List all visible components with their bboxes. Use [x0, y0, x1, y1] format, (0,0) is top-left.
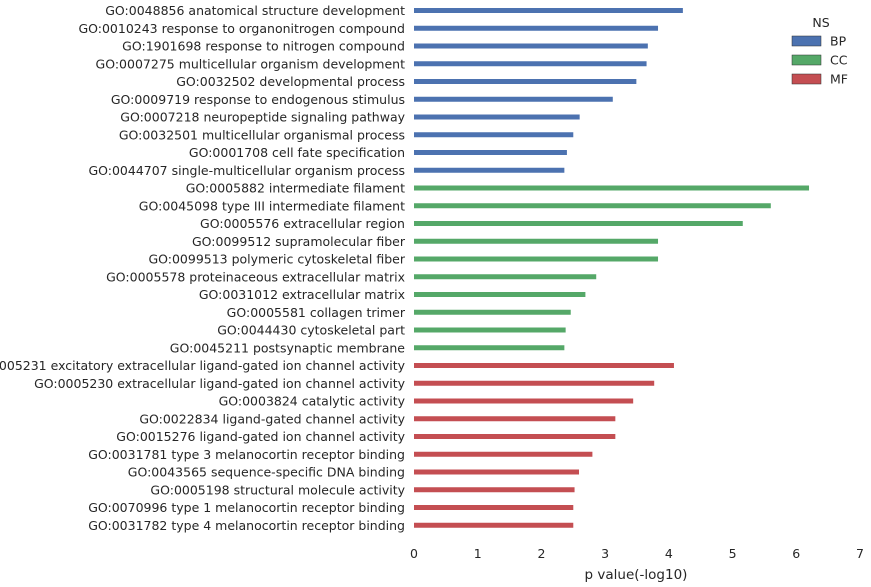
bar-bp	[414, 150, 567, 155]
legend-swatch-cc	[791, 54, 822, 66]
category-label: GO:0099512 supramolecular fiber	[192, 234, 406, 249]
category-label: GO:1901698 response to nitrogen compound	[122, 39, 405, 54]
bar-bp	[414, 8, 683, 13]
category-label: GO:0005198 structural molecule activity	[150, 482, 405, 497]
category-label: GO:0007275 multicellular organism develo…	[96, 56, 406, 71]
bar-mf	[414, 398, 634, 404]
bar-bp	[414, 25, 659, 31]
bar-bp	[414, 43, 648, 49]
x-tick-label: 4	[665, 546, 673, 561]
category-label: GO:0007218 neuropeptide signaling pathwa…	[120, 110, 405, 125]
category-label: GO:0032502 developmental process	[176, 74, 405, 89]
category-label: GO:0045211 postsynaptic membrane	[170, 340, 406, 355]
category-label: GO:0031012 extracellular matrix	[199, 287, 405, 302]
x-tick-label: 5	[729, 546, 737, 561]
bar-mf	[414, 469, 580, 475]
category-label: GO:0044430 cytoskeletal part	[217, 323, 405, 338]
bar-mf	[414, 363, 674, 368]
category-label: GO:0005882 intermediate filament	[186, 181, 405, 196]
category-label: GO:0045098 type III intermediate filamen…	[139, 198, 405, 213]
bars-layer	[414, 8, 810, 528]
category-label: GO:0015276 ligand-gated ion channel acti…	[116, 429, 405, 444]
bar-bp	[414, 61, 647, 67]
category-label: GO:0005230 extracellular ligand-gated io…	[34, 376, 406, 391]
bar-cc	[414, 256, 659, 262]
bar-cc	[414, 221, 743, 226]
category-label: GO:0010243 response to organonitrogen co…	[78, 21, 405, 36]
category-label: GO:0005578 proteinaceous extracellular m…	[106, 269, 405, 284]
category-label: GO:0043565 sequence-specific DNA binding	[128, 465, 405, 480]
category-label: GO:0005581 collagen trimer	[227, 305, 406, 320]
category-label: GO:0001708 cell fate specification	[189, 145, 405, 160]
bar-mf	[414, 487, 575, 493]
x-tick-label: 1	[474, 546, 482, 561]
x-axis-title: p value(-log10)	[585, 567, 688, 583]
category-label: GO:0044707 single-multicellular organism…	[88, 163, 405, 178]
bar-bp	[414, 132, 574, 138]
bar-cc	[414, 274, 597, 280]
category-label: GO:0099513 polymeric cytoskeletal fiber	[148, 252, 405, 267]
x-tick-label: 2	[537, 546, 545, 561]
x-tick-label: 3	[601, 546, 609, 561]
legend-label-cc: CC	[830, 53, 848, 68]
bar-mf	[414, 416, 616, 422]
category-label: GO:0022834 ligand-gated channel activity	[139, 411, 405, 426]
bar-cc	[414, 185, 810, 191]
x-tick-label: 6	[792, 546, 800, 561]
x-tick-label: 0	[410, 546, 418, 561]
legend-swatch-bp	[791, 35, 822, 47]
category-labels: GO:0048856 anatomical structure developm…	[0, 3, 406, 533]
bar-cc	[414, 327, 566, 333]
category-label: GO:0005576 extracellular region	[200, 216, 405, 231]
category-label: GO:0031782 type 4 melanocortin receptor …	[88, 518, 405, 533]
bar-bp	[414, 114, 580, 120]
bar-cc	[414, 345, 565, 351]
legend-swatch-mf	[791, 73, 822, 85]
bar-mf	[414, 434, 616, 439]
bar-cc	[414, 309, 571, 315]
legend-title: NS	[812, 15, 829, 30]
x-axis-ticks: 0 1 2 3 4 5 6 7	[410, 546, 864, 561]
bar-mf	[414, 451, 593, 457]
legend-label-mf: MF	[830, 72, 848, 87]
category-label: GO:0009719 response to endogenous stimul…	[111, 92, 405, 107]
x-tick-label: 7	[856, 546, 864, 561]
bar-cc	[414, 238, 659, 244]
category-label: GO:0048856 anatomical structure developm…	[105, 3, 405, 18]
category-label: GO:0032501 multicellular organismal proc…	[119, 127, 405, 142]
bar-mf	[414, 380, 655, 386]
bar-cc	[414, 203, 771, 209]
bar-cc	[414, 292, 586, 297]
category-label: GO:0003824 catalytic activity	[219, 394, 406, 409]
bar-mf	[414, 505, 574, 510]
category-label: GO:0070996 type 1 melanocortin receptor …	[88, 500, 405, 515]
bar-bp	[414, 167, 565, 173]
legend: NS BP CC MF	[791, 15, 848, 87]
legend-label-bp: BP	[830, 34, 847, 49]
legend-entries: BP CC MF	[791, 34, 848, 87]
category-label: GO:0005231 excitatory extracellular liga…	[0, 358, 406, 373]
bar-mf	[414, 522, 574, 528]
category-label: GO:0031781 type 3 melanocortin receptor …	[88, 447, 405, 462]
bar-bp	[414, 96, 613, 102]
bar-bp	[414, 79, 637, 84]
